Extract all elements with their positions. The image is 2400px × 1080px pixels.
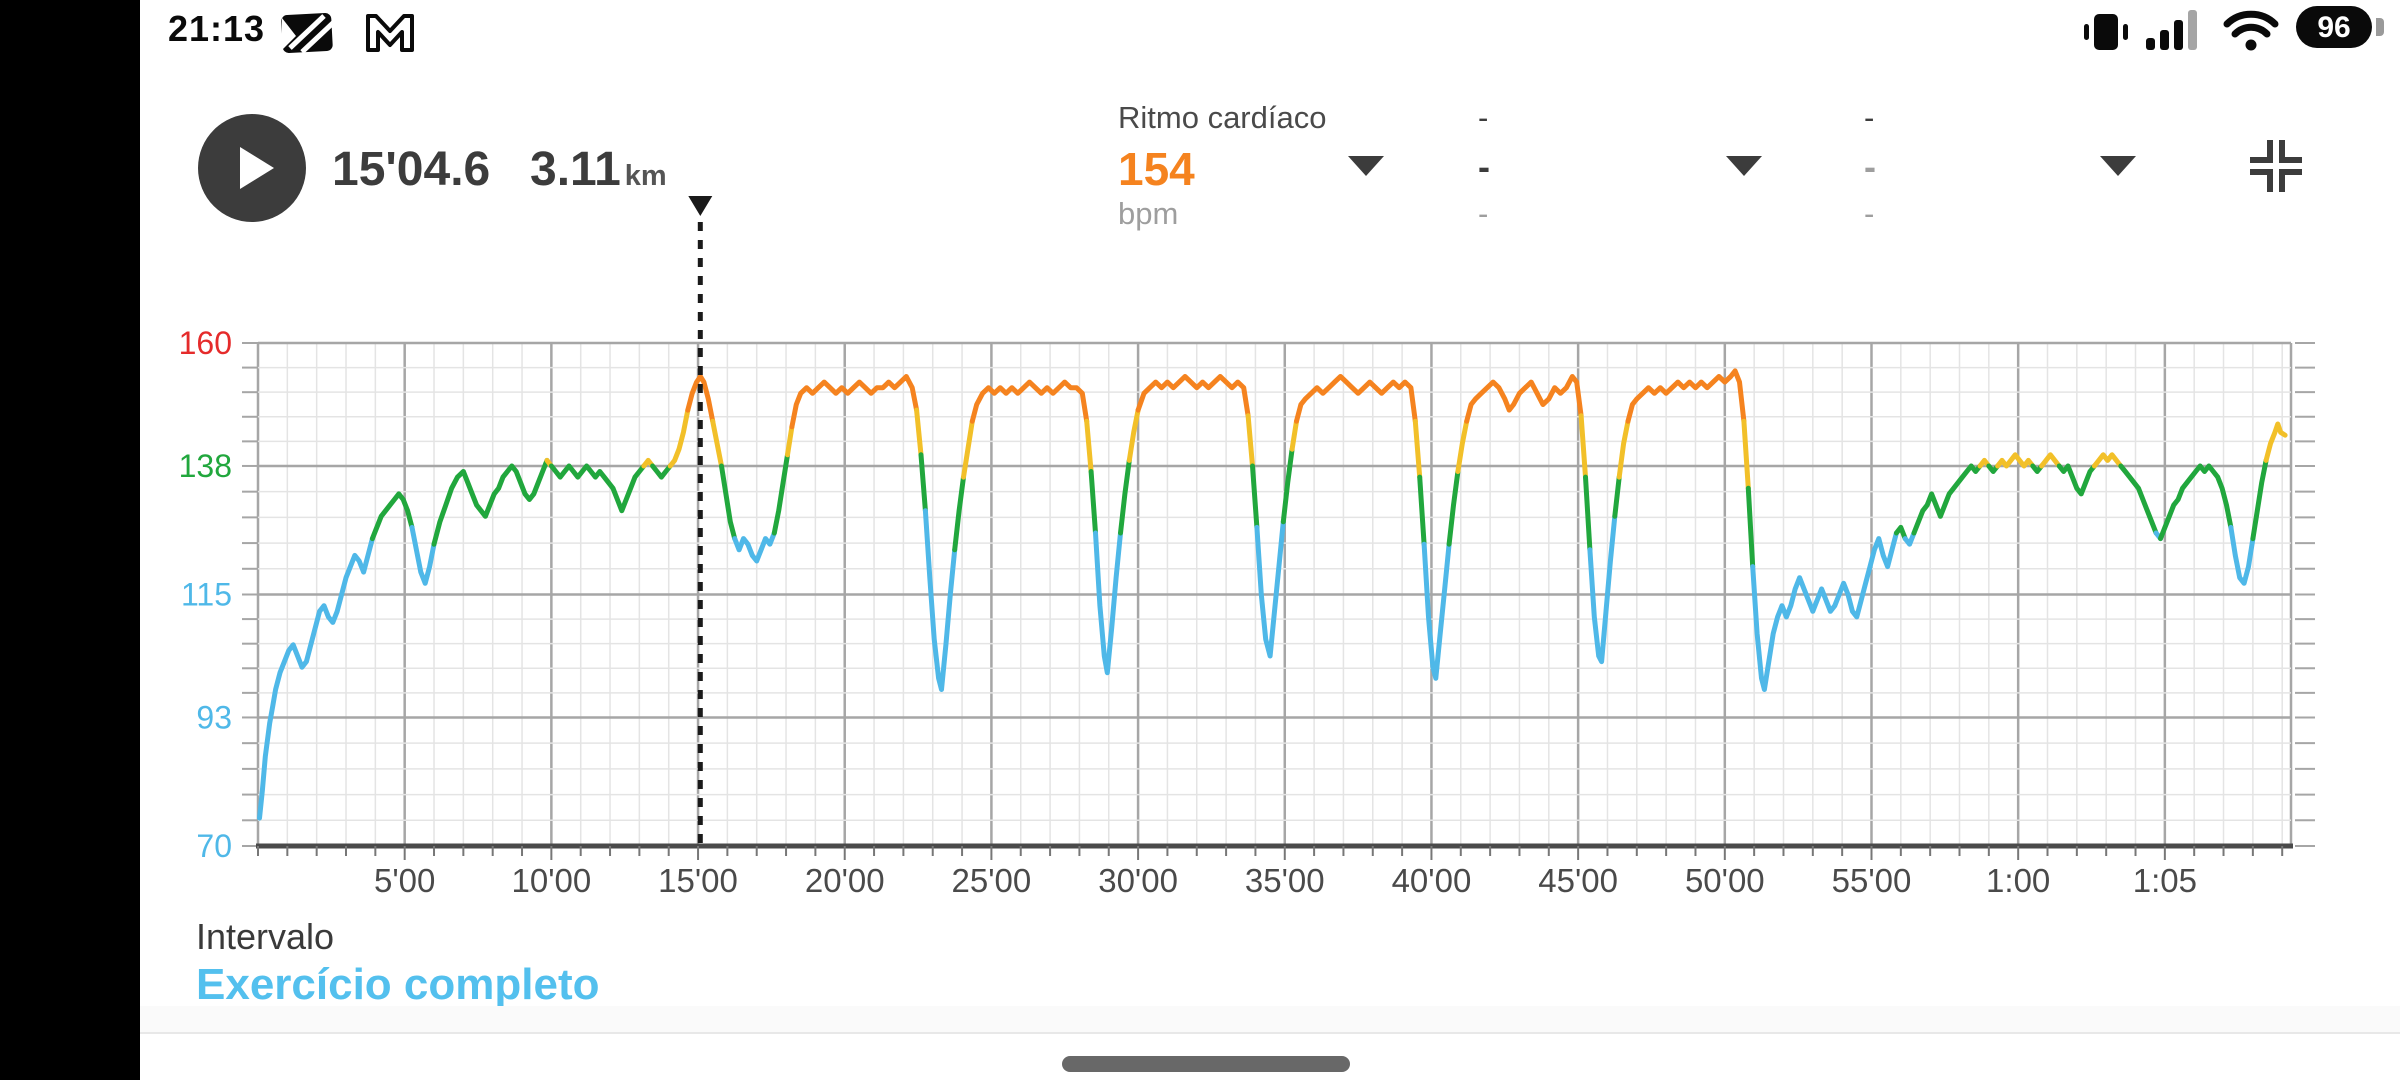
chart-cursor-handle[interactable] [688, 196, 713, 216]
battery-nub [2376, 18, 2384, 36]
vibrate-mode-icon [2084, 14, 2128, 50]
metric3-top-value: - [1864, 100, 1875, 135]
svg-text:55'00: 55'00 [1832, 862, 1912, 899]
svg-text:70: 70 [196, 828, 232, 864]
play-button[interactable] [198, 114, 306, 222]
svg-text:10'00: 10'00 [512, 862, 592, 899]
bottom-divider [140, 1032, 2400, 1034]
cursor-duration: 15'04.6 [332, 143, 491, 196]
svg-text:15'00: 15'00 [658, 862, 738, 899]
play-icon [240, 147, 274, 189]
svg-text:35'00: 35'00 [1245, 862, 1325, 899]
mail-notification-icon [281, 13, 336, 54]
home-indicator[interactable] [1062, 1056, 1350, 1072]
metric3-value: - [1864, 146, 1876, 187]
gmail-icon [366, 14, 414, 52]
svg-text:160: 160 [179, 325, 232, 361]
interval-selector-value[interactable]: Exercício completo [196, 960, 600, 1009]
metric2-top-value: - [1478, 100, 1489, 135]
distance-unit: km [624, 160, 667, 192]
wifi-icon [2223, 10, 2279, 51]
svg-text:1:00: 1:00 [1986, 862, 2050, 899]
svg-text:30'00: 30'00 [1098, 862, 1178, 899]
battery-indicator: 96 [2296, 6, 2372, 48]
status-clock: 21:13 [168, 8, 266, 49]
metric2-value: - [1478, 146, 1490, 187]
distance-value: 3.11 [530, 143, 621, 196]
metric3-unit: - [1864, 196, 1875, 231]
bottom-scroll-edge [140, 1006, 2400, 1032]
metric1-dropdown chevron-down-icon[interactable] [1348, 156, 1384, 176]
svg-text:115: 115 [181, 577, 232, 613]
svg-text:40'00: 40'00 [1392, 862, 1472, 899]
svg-text:20'00: 20'00 [805, 862, 885, 899]
svg-text:5'00: 5'00 [374, 862, 435, 899]
svg-text:25'00: 25'00 [952, 862, 1032, 899]
svg-text:45'00: 45'00 [1538, 862, 1618, 899]
metric3-dropdown chevron-down-icon[interactable] [2100, 156, 2136, 176]
device-notch-bar [0, 0, 140, 1080]
metric2-dropdown chevron-down-icon[interactable] [1726, 156, 1762, 176]
svg-text:93: 93 [196, 699, 232, 735]
svg-text:1:05: 1:05 [2133, 862, 2197, 899]
cursor-distance: 3.11 km [530, 142, 667, 197]
metric1-label: Ritmo cardíaco [1118, 100, 1327, 135]
svg-text:138: 138 [179, 448, 232, 484]
svg-text:50'00: 50'00 [1685, 862, 1765, 899]
collapse-fullscreen-icon[interactable] [2248, 138, 2304, 194]
metric1-unit: bpm [1118, 196, 1179, 231]
cell-signal-icon [2146, 10, 2197, 50]
metric2-unit: - [1478, 196, 1489, 231]
interval-selector-label: Intervalo [196, 916, 335, 957]
metric1-value: 154 [1118, 143, 1195, 195]
